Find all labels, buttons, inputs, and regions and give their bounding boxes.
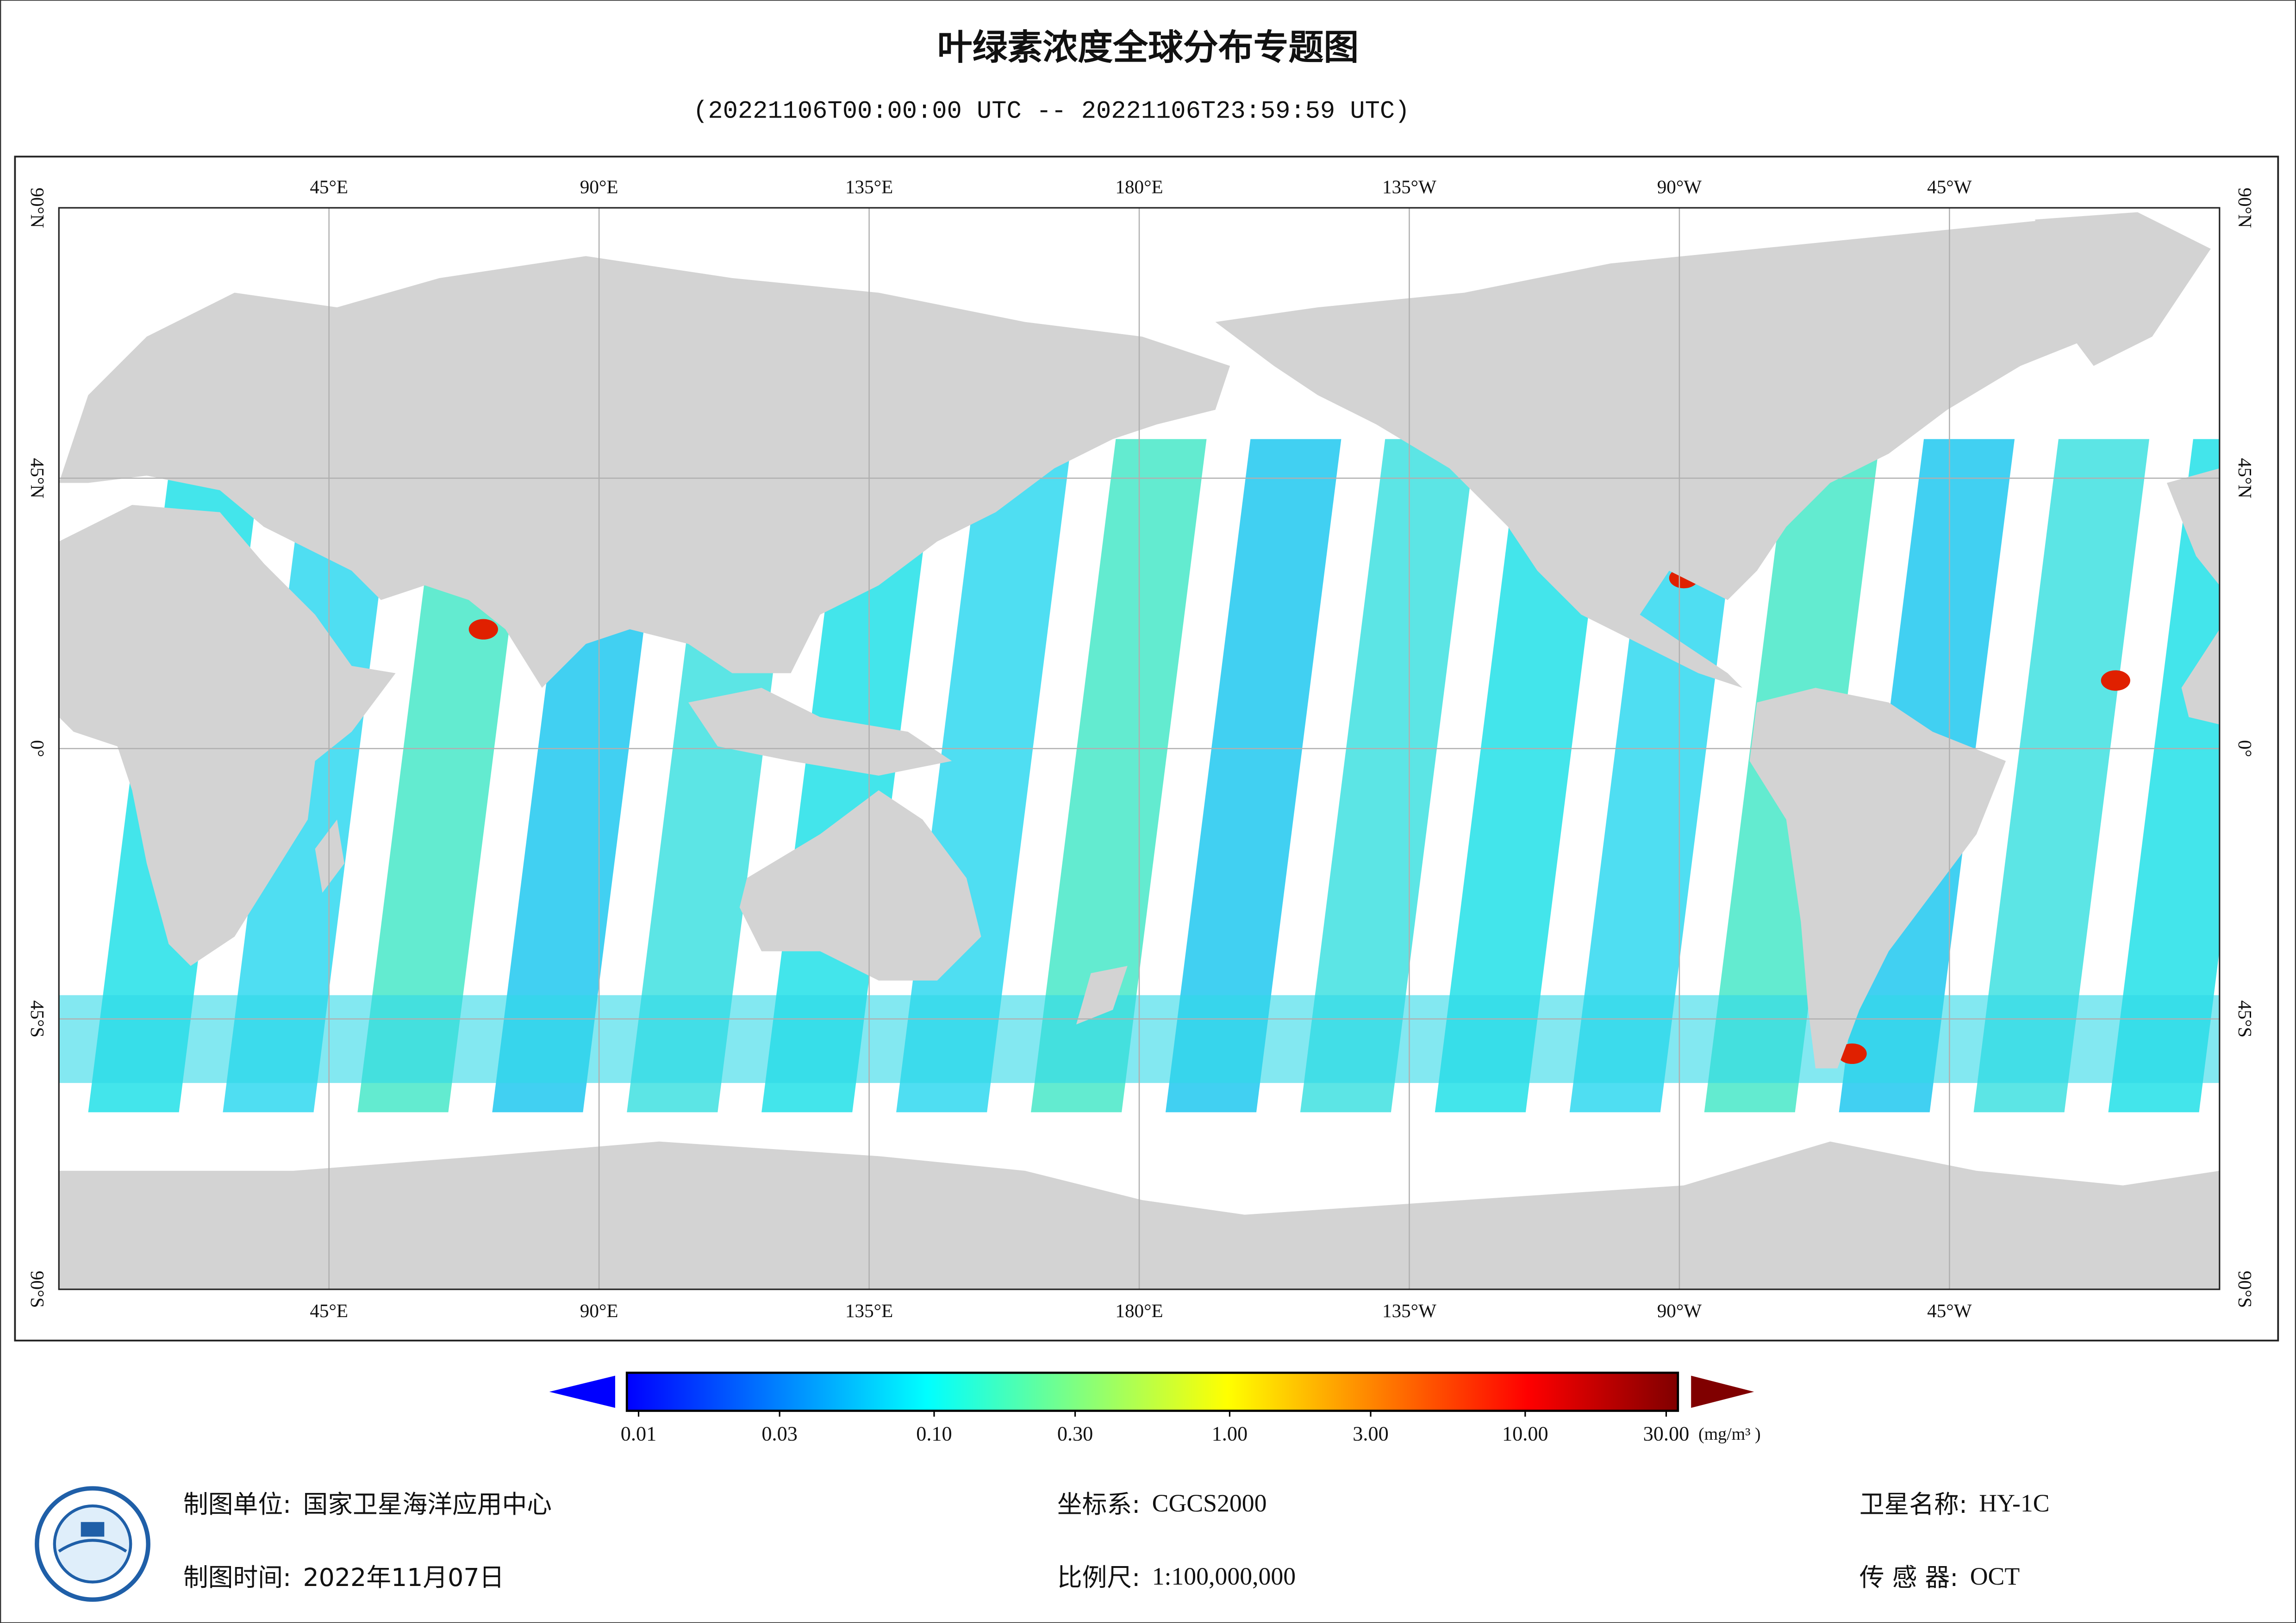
lon-label-bottom: 45°W [1927, 1300, 1972, 1321]
lon-label-bottom: 180°E [1115, 1300, 1163, 1321]
madagascar [315, 819, 344, 893]
map-border [58, 207, 2221, 1290]
lon-label-top: 45°E [310, 176, 348, 197]
africa [59, 504, 396, 966]
lat-label-left: 90°N [27, 187, 48, 228]
colorbar-tick-label: 0.03 [761, 1422, 797, 1445]
footer-item: 制图时间: 2022年11月07日 [183, 1563, 504, 1592]
footer-value: 2022年11月07日 [303, 1563, 504, 1592]
map-frame [14, 155, 2279, 1342]
indonesia [688, 688, 952, 776]
logo [35, 1486, 150, 1602]
colorbar: 0.01 0.03 0.10 0.30 1.00 3.00 10.00 30.00 (mg/m³… [549, 1371, 1761, 1445]
swath [1031, 439, 1207, 1113]
footer-label: 制图时间: [183, 1563, 291, 1592]
footer-value: OCT [1970, 1562, 2020, 1590]
colorbar-under-arrow [549, 1375, 615, 1408]
footer-label: 比例尺: [1057, 1563, 1140, 1592]
australia [739, 790, 981, 981]
footer-item: 坐标系: CGCS2000 [1057, 1489, 1267, 1518]
colorbar-unit: (mg/m³ ) [1698, 1424, 1761, 1444]
lon-label-bottom: 90°W [1657, 1300, 1702, 1321]
colorbar-tick-label: 10.00 [1502, 1422, 1548, 1445]
lat-label-right: 45°S [2234, 1001, 2256, 1038]
swath [1973, 439, 2150, 1113]
colorbar-tick-label: 0.30 [1057, 1422, 1093, 1445]
footer-item: 传 感 器: OCT [1859, 1562, 2020, 1592]
north-america [1215, 219, 2167, 688]
lat-label-right: 90°N [2234, 187, 2256, 228]
lon-label-top: 45°W [1927, 176, 1972, 197]
lon-label-top: 180°E [1115, 176, 1163, 197]
lat-label-right: 0° [2234, 740, 2256, 757]
lon-label-top: 90°E [580, 176, 618, 197]
lon-label-top: 135°W [1382, 176, 1436, 197]
footer-label: 传 感 器: [1859, 1563, 1959, 1592]
subtitle: (20221106T00:00:00 UTC -- 20221106T23:59… [693, 98, 1410, 126]
lat-label-left: 0° [27, 740, 48, 757]
footer-label: 卫星名称: [1859, 1490, 1967, 1519]
lat-label-right: 90°S [2234, 1271, 2256, 1308]
swath [1165, 439, 1341, 1113]
swath [1300, 439, 1476, 1113]
colorbar-over-arrow [1691, 1375, 1754, 1408]
footer-item: 比例尺: 1:100,000,000 [1057, 1562, 1296, 1592]
lon-label-bottom: 135°W [1382, 1300, 1436, 1321]
lon-label-top: 135°E [845, 176, 893, 197]
footer-item: 卫星名称: HY-1C [1859, 1489, 2050, 1518]
lon-label-bottom: 90°E [580, 1300, 618, 1321]
footer-value: 1:100,000,000 [1152, 1562, 1296, 1590]
lon-label-bottom: 45°E [310, 1300, 348, 1321]
colorbar-body [625, 1371, 1679, 1412]
footer-item: 制图单位: 国家卫星海洋应用中心 [183, 1490, 552, 1519]
lat-label-left: 45°S [27, 1001, 48, 1038]
title: 叶绿素浓度全球分布专题图 [937, 27, 1359, 68]
lat-label-left: 90°S [27, 1271, 48, 1308]
lat-label-left: 45°N [27, 458, 48, 498]
lon-label-top: 90°W [1657, 176, 1702, 197]
map-area [59, 208, 2220, 1289]
swath [1435, 439, 1611, 1113]
colorbar-tick-label: 0.01 [621, 1422, 656, 1445]
colorbar-tick-label: 30.00 [1643, 1422, 1690, 1445]
lat-label-right: 45°N [2234, 458, 2256, 498]
footer-value: HY-1C [1979, 1489, 2049, 1517]
europe-east-edge [2166, 468, 2220, 585]
footer-value: 国家卫星海洋应用中心 [303, 1490, 552, 1519]
south-america [1749, 688, 2006, 1069]
axis-labels: 45°E 45°E 90°E 90°E 135°E 135°E 180°E 180°E 135°… [27, 176, 2256, 1321]
swath [1569, 439, 1746, 1113]
high-chlorophyll-patch [2101, 670, 2130, 691]
colorbar-tick-label: 3.00 [1353, 1422, 1388, 1445]
colorbar-tick-label: 0.10 [916, 1422, 952, 1445]
footer-value: CGCS2000 [1152, 1489, 1267, 1517]
lon-label-bottom: 135°E [845, 1300, 893, 1321]
swath [2108, 439, 2220, 1113]
africa-west [2181, 629, 2220, 725]
high-chlorophyll-patch [468, 619, 498, 640]
greenland [2035, 212, 2211, 366]
graticule [59, 208, 2220, 1289]
colorbar-tick-label: 1.00 [1212, 1422, 1248, 1445]
eurasia [59, 256, 1230, 688]
new-zealand [1076, 966, 1128, 1025]
footer-label: 坐标系: [1057, 1490, 1140, 1519]
footer-label: 制图单位: [183, 1490, 291, 1519]
